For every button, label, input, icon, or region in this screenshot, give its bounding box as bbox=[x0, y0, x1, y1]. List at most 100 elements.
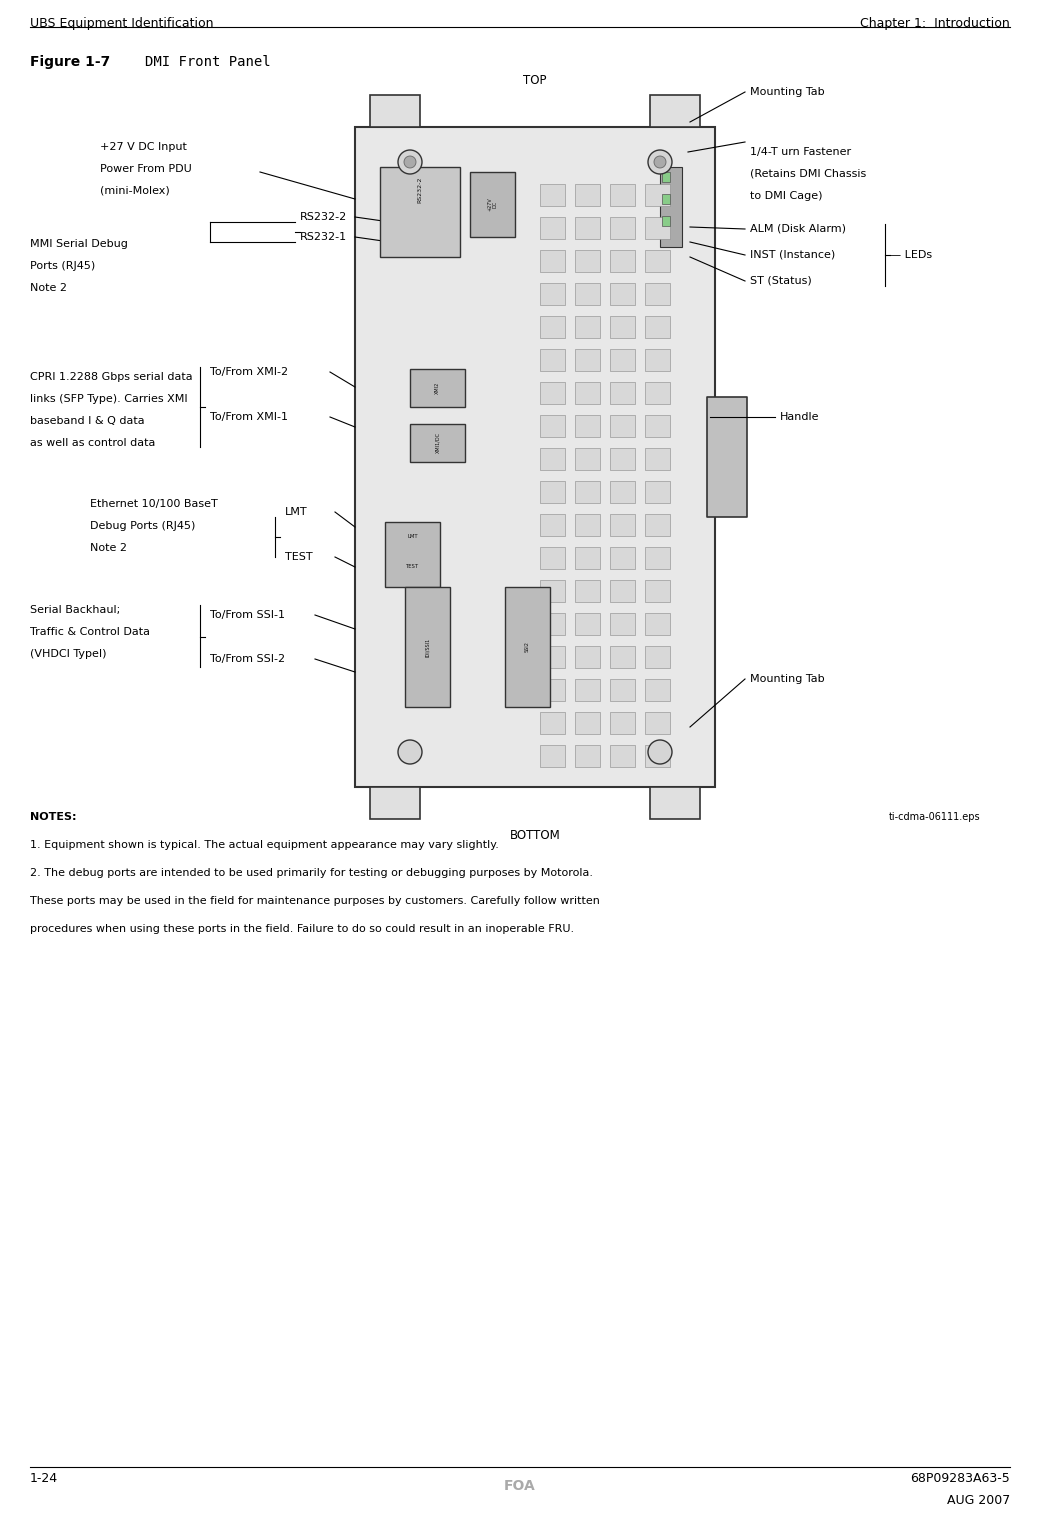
Text: to DMI Cage): to DMI Cage) bbox=[750, 191, 823, 202]
Text: FOA: FOA bbox=[504, 1480, 536, 1493]
Bar bbox=[610, 612, 635, 635]
Bar bbox=[405, 586, 450, 707]
Text: 68P09283A63-5: 68P09283A63-5 bbox=[910, 1472, 1010, 1484]
Bar bbox=[540, 481, 565, 502]
Bar bbox=[645, 547, 670, 570]
Bar bbox=[645, 415, 670, 437]
Bar bbox=[610, 217, 635, 240]
Text: Note 2: Note 2 bbox=[90, 544, 127, 553]
Circle shape bbox=[648, 150, 672, 174]
Text: To/From XMI-2: To/From XMI-2 bbox=[210, 366, 288, 377]
Bar bbox=[540, 415, 565, 437]
Bar bbox=[575, 217, 600, 240]
Bar bbox=[575, 646, 600, 667]
Bar bbox=[575, 282, 600, 305]
Bar bbox=[385, 522, 440, 586]
Text: Serial Backhaul;: Serial Backhaul; bbox=[30, 605, 121, 615]
Bar bbox=[540, 547, 565, 570]
Text: as well as control data: as well as control data bbox=[30, 438, 155, 447]
Bar bbox=[610, 183, 635, 206]
Bar bbox=[645, 183, 670, 206]
Text: Traffic & Control Data: Traffic & Control Data bbox=[30, 628, 150, 637]
Bar bbox=[610, 646, 635, 667]
Bar bbox=[575, 382, 600, 405]
Text: Handle: Handle bbox=[780, 412, 820, 421]
Bar bbox=[575, 612, 600, 635]
Bar bbox=[610, 447, 635, 470]
Bar bbox=[575, 350, 600, 371]
Bar bbox=[610, 712, 635, 734]
Bar bbox=[645, 316, 670, 337]
Text: SSI2: SSI2 bbox=[525, 641, 530, 652]
Circle shape bbox=[398, 741, 422, 764]
Text: TEST: TEST bbox=[285, 551, 313, 562]
Bar bbox=[540, 316, 565, 337]
Bar bbox=[540, 745, 565, 767]
Text: RS232-2: RS232-2 bbox=[300, 212, 347, 221]
Circle shape bbox=[648, 741, 672, 764]
Bar bbox=[610, 250, 635, 272]
Text: (Retains DMI Chassis: (Retains DMI Chassis bbox=[750, 169, 866, 179]
Text: To/From SSI-1: To/From SSI-1 bbox=[210, 609, 285, 620]
Text: RS232-2: RS232-2 bbox=[417, 177, 422, 203]
Bar bbox=[540, 350, 565, 371]
Text: TOP: TOP bbox=[523, 73, 547, 87]
Text: LMT: LMT bbox=[408, 534, 418, 539]
Bar bbox=[505, 586, 550, 707]
Bar bbox=[610, 316, 635, 337]
Bar bbox=[575, 481, 600, 502]
Text: These ports may be used in the field for maintenance purposes by customers. Care: These ports may be used in the field for… bbox=[30, 896, 600, 906]
Text: Note 2: Note 2 bbox=[30, 282, 67, 293]
Text: (VHDCI TypeI): (VHDCI TypeI) bbox=[30, 649, 106, 660]
Bar bbox=[645, 680, 670, 701]
Text: To/From XMI-1: To/From XMI-1 bbox=[210, 412, 288, 421]
Bar bbox=[540, 580, 565, 602]
Circle shape bbox=[398, 150, 422, 174]
Bar bbox=[662, 173, 670, 182]
Text: ALM (Disk Alarm): ALM (Disk Alarm) bbox=[750, 224, 846, 234]
Text: 1. Equipment shown is typical. The actual equipment appearance may vary slightly: 1. Equipment shown is typical. The actua… bbox=[30, 840, 499, 851]
Bar bbox=[575, 745, 600, 767]
Bar bbox=[540, 515, 565, 536]
Text: (mini-Molex): (mini-Molex) bbox=[100, 186, 170, 195]
Text: Chapter 1:  Introduction: Chapter 1: Introduction bbox=[860, 17, 1010, 31]
Text: NOTES:: NOTES: bbox=[30, 812, 77, 822]
Circle shape bbox=[654, 156, 666, 168]
Text: ti-cdma-06111.eps: ti-cdma-06111.eps bbox=[888, 812, 980, 822]
Text: ST (Status): ST (Status) bbox=[750, 276, 812, 286]
Bar bbox=[540, 282, 565, 305]
Text: Mounting Tab: Mounting Tab bbox=[750, 87, 825, 98]
Bar bbox=[645, 447, 670, 470]
Text: MMI Serial Debug: MMI Serial Debug bbox=[30, 240, 128, 249]
Bar bbox=[610, 415, 635, 437]
Bar bbox=[662, 194, 670, 205]
Text: 1-24: 1-24 bbox=[30, 1472, 58, 1484]
Text: links (SFP Type). Carries XMI: links (SFP Type). Carries XMI bbox=[30, 394, 187, 405]
Bar bbox=[645, 515, 670, 536]
Text: INST (Instance): INST (Instance) bbox=[750, 250, 835, 260]
Text: XMI1/DC: XMI1/DC bbox=[435, 432, 440, 454]
Bar bbox=[540, 382, 565, 405]
Bar bbox=[645, 646, 670, 667]
Bar bbox=[540, 612, 565, 635]
Text: Figure 1-7: Figure 1-7 bbox=[30, 55, 110, 69]
Bar bbox=[645, 282, 670, 305]
Text: AUG 2007: AUG 2007 bbox=[946, 1493, 1010, 1507]
Text: 1/4-T urn Fastener: 1/4-T urn Fastener bbox=[750, 147, 851, 157]
Text: Debug Ports (RJ45): Debug Ports (RJ45) bbox=[90, 521, 196, 531]
Text: Ethernet 10/100 BaseT: Ethernet 10/100 BaseT bbox=[90, 499, 217, 508]
Bar bbox=[575, 447, 600, 470]
Bar bbox=[662, 215, 670, 226]
Text: baseband I & Q data: baseband I & Q data bbox=[30, 415, 145, 426]
Bar bbox=[355, 127, 716, 786]
Bar bbox=[540, 217, 565, 240]
Bar bbox=[707, 397, 747, 518]
Text: DMI Front Panel: DMI Front Panel bbox=[145, 55, 270, 69]
Text: LMT: LMT bbox=[285, 507, 308, 518]
Bar bbox=[645, 712, 670, 734]
Text: To/From SSI-2: To/From SSI-2 bbox=[210, 654, 285, 664]
Bar bbox=[370, 786, 420, 818]
Bar bbox=[610, 481, 635, 502]
Bar bbox=[610, 515, 635, 536]
Circle shape bbox=[404, 156, 416, 168]
